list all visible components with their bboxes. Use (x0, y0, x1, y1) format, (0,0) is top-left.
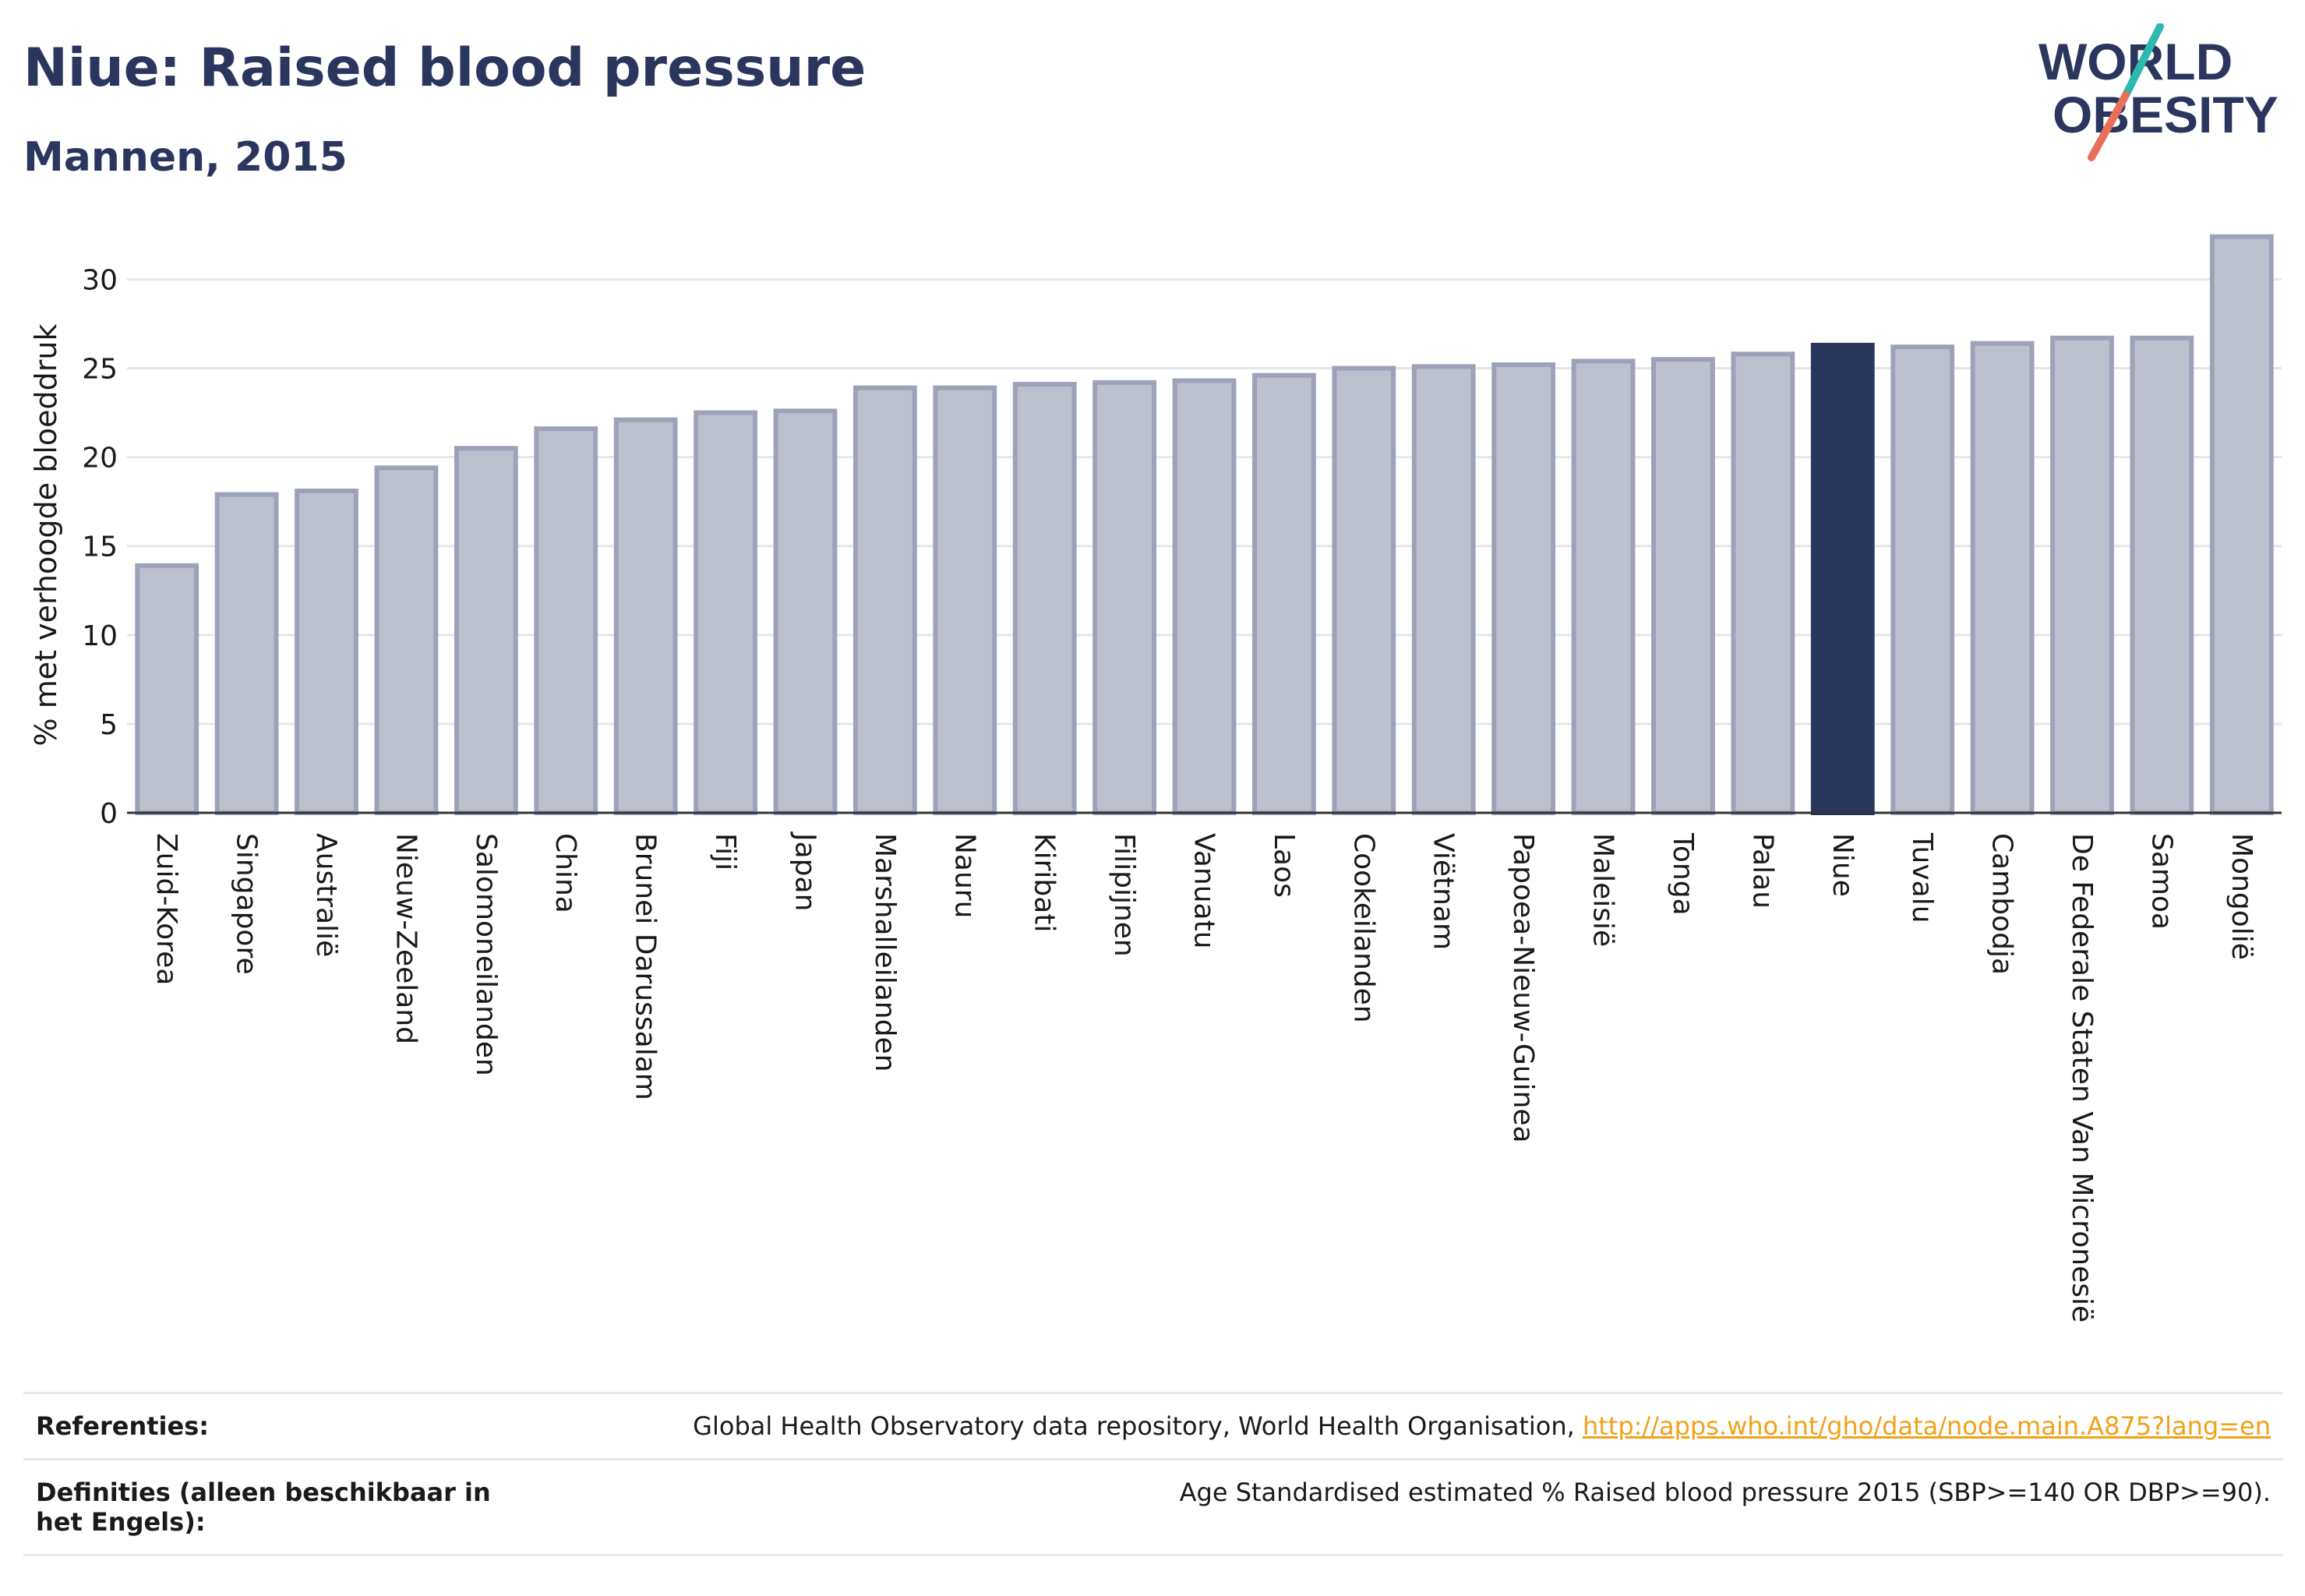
bar-chart: 0 5 10 15 20 25 30 Zuid-Korea Singapore Australi… (29, 234, 2282, 1322)
bar-samoa[interactable] (2130, 335, 2194, 816)
x-tick-label: Papoea-Nieuw-Guinea (1507, 833, 1539, 1143)
bar-cookeilanden[interactable] (1332, 365, 1396, 815)
x-tick-label: Zuid-Korea (150, 833, 182, 985)
bars (135, 234, 2274, 816)
x-tick-label: Nauru (948, 833, 980, 918)
x-tick-label: Samoa (2145, 833, 2177, 930)
logo-text-obesity: OBESITY (2053, 86, 2279, 143)
y-axis-title: % met verhoogde bloeddruk (29, 324, 63, 747)
x-tick-label: Viëtnam (1428, 833, 1460, 950)
x-tick-label: Tonga (1667, 832, 1699, 916)
bar-cambodja[interactable] (1970, 341, 2035, 816)
chart-title: Niue: Raised blood pressure (23, 37, 867, 99)
bar-salomoneilanden[interactable] (454, 446, 518, 816)
logo-slash-teal (2122, 23, 2164, 99)
bar-vi-tnam[interactable] (1411, 364, 1476, 816)
bar-maleisi-[interactable] (1571, 358, 1636, 816)
bar-china[interactable] (534, 426, 598, 815)
definitions-label: Definities (alleen beschikbaar in het En… (36, 1478, 491, 1537)
x-tick-label: China (549, 833, 581, 913)
x-tick-label: Brunei Darussalam (630, 833, 662, 1100)
references-link[interactable]: http://apps.who.int/gho/data/node.main.A… (1582, 1411, 2271, 1441)
references-table: Referenties: Global Health Observatory d… (23, 1392, 2283, 1556)
references-label: Referenties: (36, 1411, 210, 1441)
bar-mongoli-[interactable] (2209, 234, 2274, 815)
x-tick-label: Marshalleilanden (869, 833, 901, 1072)
bar-nauru[interactable] (933, 385, 997, 815)
bar-de-federale-staten-van-micronesi-[interactable] (2050, 335, 2114, 816)
y-tick-label: 20 (82, 443, 118, 475)
bar-marshalleilanden[interactable] (852, 385, 917, 815)
x-tick-label: Laos (1268, 833, 1300, 898)
x-tick-label: Maleisië (1587, 833, 1619, 947)
x-tick-label: Niue (1827, 833, 1858, 897)
chart-subtitle: Mannen, 2015 (23, 134, 348, 181)
references-value: Global Health Observatory data repositor… (547, 1393, 2283, 1460)
x-tick-label: Australië (310, 833, 342, 957)
definitions-value: Age Standardised estimated % Raised bloo… (1179, 1478, 2271, 1507)
x-tick-label: Fiji (709, 833, 741, 870)
y-tick-label: 25 (82, 354, 118, 386)
bar-singapore[interactable] (214, 492, 279, 816)
bar-tuvalu[interactable] (1890, 344, 1955, 815)
x-tick-label: Salomoneilanden (470, 833, 502, 1076)
x-tick-label: Filipijnen (1108, 833, 1140, 957)
x-axis-labels: Zuid-Korea Singapore Australië Nieuw-Zeelan… (150, 832, 2257, 1322)
y-tick-label: 15 (82, 531, 118, 563)
x-tick-label: Cookeilanden (1347, 833, 1379, 1023)
bar-nieuw-zeeland[interactable] (374, 465, 439, 815)
y-tick-label: 0 (100, 798, 118, 830)
x-tick-label: Japan (789, 832, 821, 911)
x-tick-label: Mongolië (2226, 833, 2257, 960)
bar-tonga[interactable] (1651, 357, 1715, 815)
y-tick-label: 30 (82, 264, 118, 296)
y-tick-label: 5 (100, 709, 118, 741)
x-tick-label: De Federale Staten Van Micronesië (2066, 833, 2098, 1322)
x-tick-label: Vanuatu (1188, 833, 1220, 949)
bar-japan[interactable] (773, 408, 838, 815)
bar-palau[interactable] (1731, 351, 1795, 816)
bar-papoea-nieuw-guinea[interactable] (1491, 362, 1556, 815)
y-axis-ticks: 0 5 10 15 20 25 30 (82, 264, 118, 830)
references-text: Global Health Observatory data repositor… (693, 1411, 1583, 1441)
bar-brunei-darussalam[interactable] (613, 417, 678, 816)
bar-niue[interactable] (1810, 342, 1875, 815)
x-tick-label: Palau (1746, 833, 1778, 909)
bar-filipijnen[interactable] (1092, 380, 1156, 815)
bar-vanuatu[interactable] (1172, 378, 1237, 815)
x-tick-label: Tuvalu (1906, 832, 1938, 923)
x-tick-label: Nieuw-Zeeland (390, 833, 422, 1044)
x-tick-label: Cambodja (1986, 833, 2018, 975)
world-obesity-logo: WORLD OBESITY (2038, 23, 2279, 161)
x-tick-label: Singapore (231, 833, 263, 975)
y-tick-label: 10 (82, 620, 118, 652)
x-tick-label: Kiribati (1029, 833, 1061, 932)
bar-zuid-korea[interactable] (135, 563, 199, 815)
logo-slash-coral (2088, 91, 2130, 161)
references-row: Referenties: Global Health Observatory d… (23, 1393, 2283, 1460)
definitions-row: Definities (alleen beschikbaar in het En… (23, 1459, 2283, 1555)
bar-australi-[interactable] (295, 488, 358, 815)
bar-kiribati[interactable] (1012, 382, 1077, 815)
bar-fiji[interactable] (694, 410, 757, 815)
bar-laos[interactable] (1252, 373, 1316, 815)
